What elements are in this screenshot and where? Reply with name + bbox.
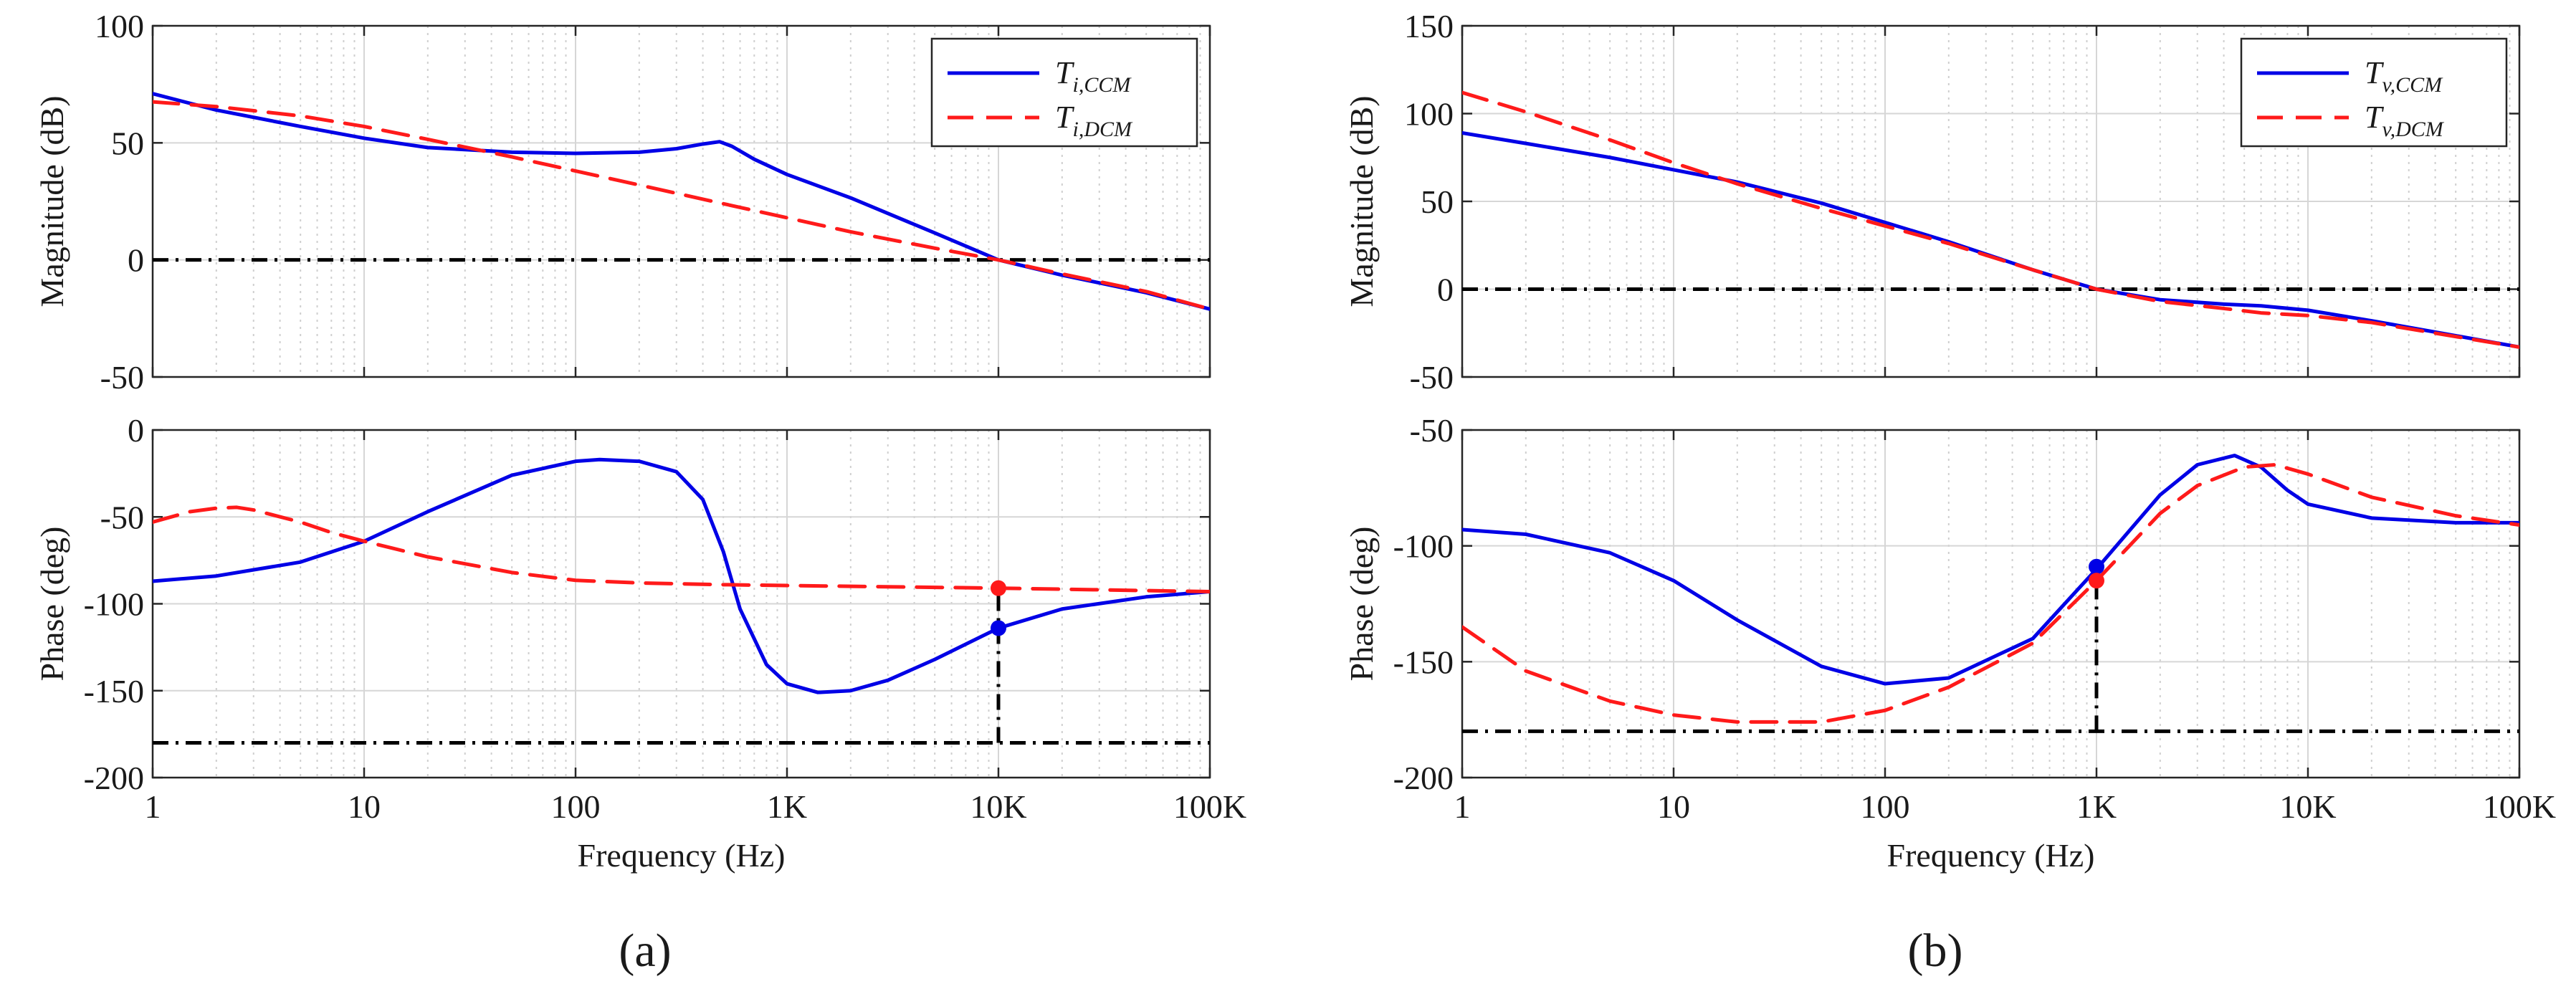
magnitude-frame [151, 24, 1211, 378]
legend-subscript: i,DCM [1072, 118, 1133, 141]
x-tick-label: 10 [1657, 788, 1690, 825]
phase-ylabel: Phase (deg) [1343, 527, 1380, 682]
phase-frame [1461, 429, 2521, 779]
magnitude-ylabel: Magnitude (dB) [1343, 95, 1380, 307]
dcm-phase-margin-marker [2089, 573, 2104, 589]
ccm-phase-margin-marker [2089, 558, 2104, 575]
ccm-magnitude-curve [153, 92, 1210, 311]
y-tick-label: -100 [1393, 528, 1454, 565]
y-tick-label: -100 [84, 586, 144, 623]
legend-symbol: T [2365, 100, 2385, 135]
panel-label: (b) [1908, 924, 1963, 977]
x-tick-label: 1 [145, 788, 161, 825]
y-tick-label: 50 [1421, 183, 1454, 220]
y-tick-label: -200 [84, 760, 144, 796]
legend-box [930, 37, 1198, 148]
y-tick-label: -200 [1393, 760, 1454, 796]
y-tick-label: -150 [84, 673, 144, 710]
y-tick-label: 50 [111, 125, 144, 161]
x-tick-label: 10K [970, 788, 1026, 825]
dcm-phase-curve [153, 505, 1210, 594]
y-tick-label: -50 [1410, 412, 1454, 449]
legend-subscript: v,DCM [2382, 118, 2444, 141]
magnitude-ylabel: Magnitude (dB) [34, 95, 70, 307]
y-tick-label: 0 [1437, 272, 1454, 308]
phase-axes: -200 -150 -100 -50 1 10 100 1K 10K 100K Phase (deg… [1343, 412, 2556, 825]
legend-symbol: T [1055, 55, 1075, 90]
x-tick-label: 1 [1454, 788, 1471, 825]
x-axis-label: Frequency (Hz) [578, 837, 786, 874]
y-tick-label: -50 [1410, 359, 1454, 396]
legend-subscript: i,CCM [1072, 73, 1132, 97]
x-axis-label: Frequency (Hz) [1887, 837, 2095, 874]
ccm-phase-curve [1462, 454, 2519, 686]
x-tick-label: 10 [348, 788, 381, 825]
dcm-magnitude-curve [1462, 90, 2519, 349]
legend-entry-dcm: Ti,DCM [1055, 100, 1133, 141]
legend-entry-dcm: Tv,DCM [2365, 100, 2445, 141]
panel-b: -50 0 50 100 150 Magnitude (dB) -200 -150 -100 -5… [1343, 8, 2556, 977]
x-tick-label: 1K [767, 788, 807, 825]
x-tick-label: 10K [2279, 788, 2336, 825]
x-tick-label: 100K [2483, 788, 2556, 825]
y-tick-label: -50 [100, 359, 144, 396]
panel-a: -50 0 50 100 Magnitude (dB) -200 -150 -100 -50 0 1… [34, 8, 1246, 977]
x-tick-label: 100 [551, 788, 601, 825]
y-tick-label: 100 [95, 8, 144, 44]
ccm-phase-margin-marker [991, 620, 1006, 636]
phase-ylabel: Phase (deg) [34, 527, 70, 682]
y-tick-label: -150 [1393, 644, 1454, 680]
dcm-phase-curve [1462, 463, 2519, 724]
y-tick-label: 150 [1404, 8, 1454, 44]
y-tick-label: 0 [128, 242, 144, 279]
y-tick-label: 0 [128, 412, 144, 449]
phase-axes: -200 -150 -100 -50 0 1 10 100 1K 10K 100K Phase (de… [34, 412, 1246, 825]
y-tick-label: 100 [1404, 96, 1454, 133]
y-tick-label: -50 [100, 499, 144, 535]
legend-entry-ccm: Ti,CCM [1055, 55, 1132, 97]
legend-symbol: T [1055, 100, 1075, 135]
ccm-magnitude-curve [1462, 130, 2519, 349]
dcm-phase-margin-marker [991, 580, 1006, 596]
legend-symbol: T [2365, 55, 2385, 90]
legend-subscript: v,CCM [2382, 73, 2443, 97]
x-tick-label: 100 [1861, 788, 1910, 825]
legend-box [2240, 37, 2508, 148]
x-tick-label: 100K [1173, 788, 1246, 825]
x-tick-label: 1K [2076, 788, 2117, 825]
legend-entry-ccm: Tv,CCM [2365, 55, 2443, 97]
dcm-magnitude-curve [153, 100, 1210, 311]
magnitude-axes: -50 0 50 100 150 Magnitude (dB) [1343, 8, 2521, 396]
panel-label: (a) [619, 924, 671, 977]
ccm-phase-curve [153, 457, 1210, 694]
